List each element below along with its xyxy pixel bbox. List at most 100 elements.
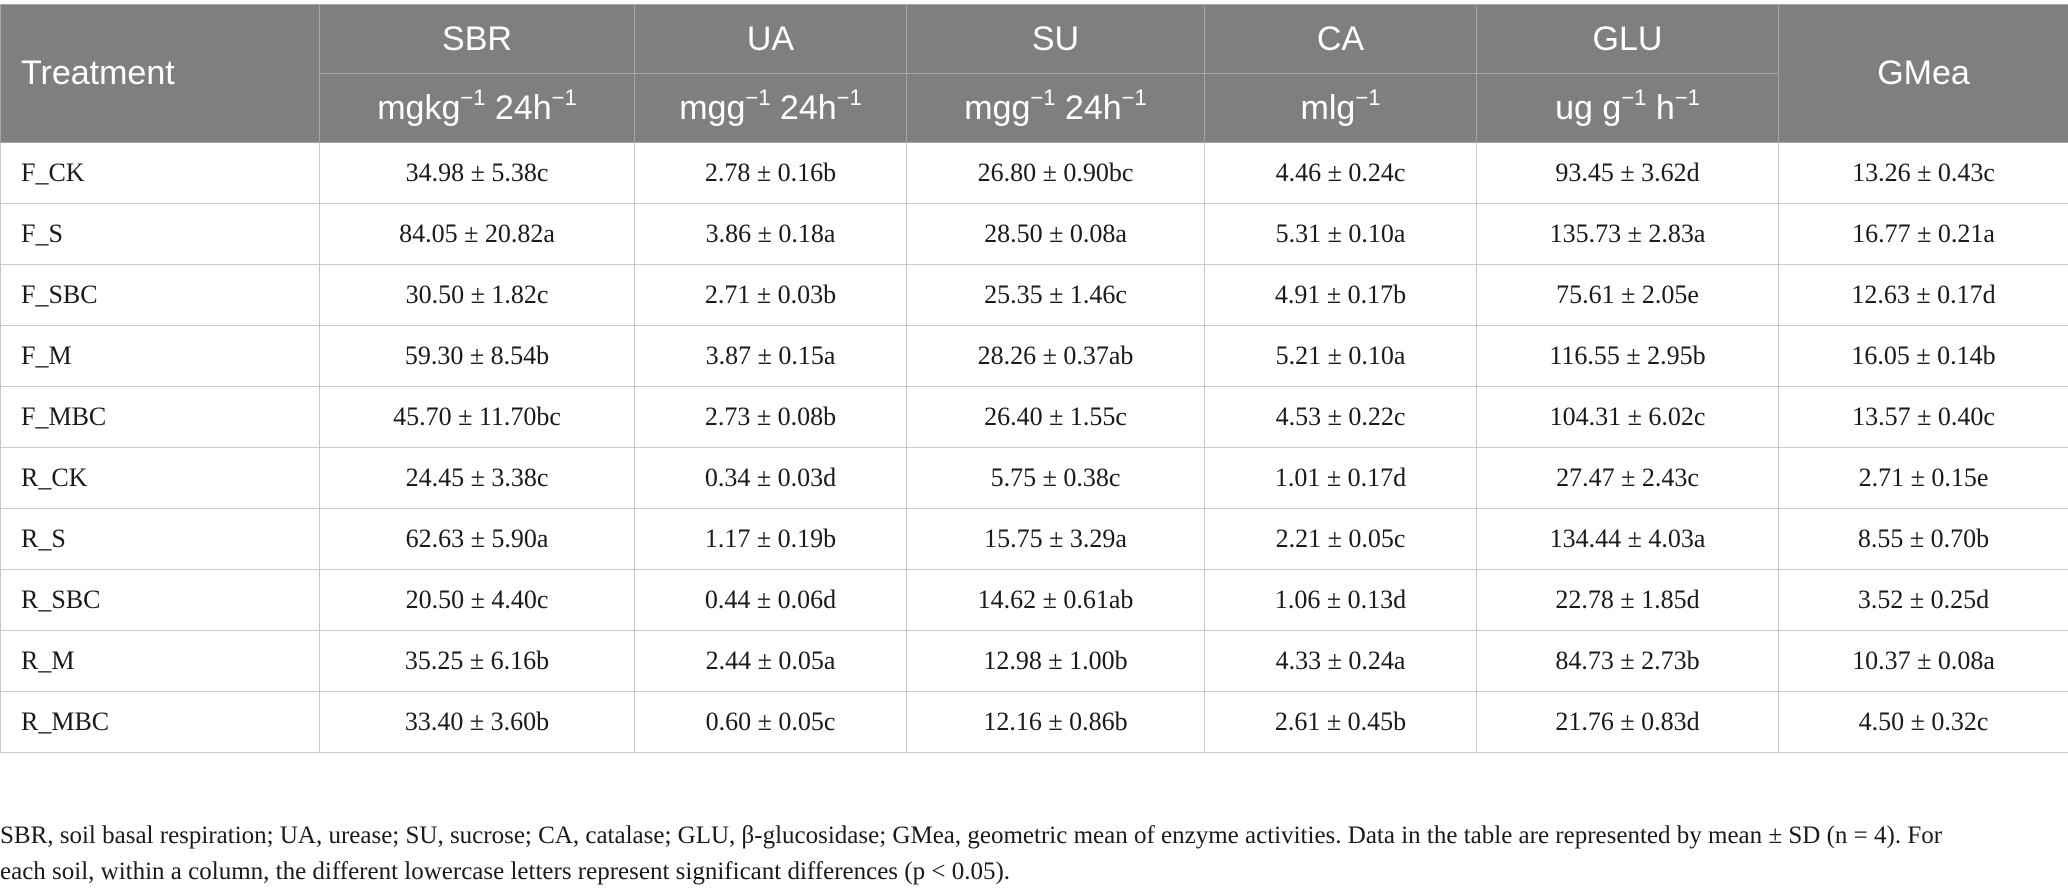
sbr-cell: 45.70 ± 11.70bc: [319, 386, 635, 448]
gmea-cell: 16.77 ± 0.21a: [1778, 203, 2068, 265]
header-ca: CA: [1204, 4, 1477, 74]
footnote-line-2: each soil, within a column, the differen…: [0, 858, 1011, 885]
ua-cell: 2.71 ± 0.03b: [634, 264, 907, 326]
header-row-names: Treatment SBR UA SU CA GLU GMea: [0, 4, 2068, 143]
su-cell: 5.75 ± 0.38c: [906, 447, 1205, 509]
ua-cell: 0.44 ± 0.06d: [634, 569, 907, 631]
table-row: R_SBC 20.50 ± 4.40c 0.44 ± 0.06d 14.62 ±…: [0, 569, 2068, 631]
treatment-cell: F_CK: [0, 142, 320, 204]
glu-cell: 21.76 ± 0.83d: [1476, 691, 1779, 753]
unit-su-mid: 24h: [1055, 88, 1122, 127]
unit-sbr-mid: 24h: [485, 88, 552, 127]
sbr-cell: 20.50 ± 4.40c: [319, 569, 635, 631]
ua-cell: 1.17 ± 0.19b: [634, 508, 907, 570]
unit-su: mgg−1 24h−1: [906, 73, 1205, 143]
unit-ca-sup1: −1: [1355, 84, 1381, 110]
unit-ua-sup1: −1: [745, 84, 771, 110]
data-table-container: Treatment SBR UA SU CA GLU GMea mgkg−1 2…: [0, 4, 2068, 753]
ca-cell: 4.46 ± 0.24c: [1204, 142, 1477, 204]
ca-cell: 4.33 ± 0.24a: [1204, 630, 1477, 692]
unit-ua-mid: 24h: [770, 88, 837, 127]
header-gmea: GMea: [1778, 4, 2068, 143]
treatment-cell: R_SBC: [0, 569, 320, 631]
unit-glu-base: ug g: [1555, 88, 1622, 127]
unit-ua-base: mgg: [679, 88, 746, 127]
sbr-cell: 33.40 ± 3.60b: [319, 691, 635, 753]
header-glu: GLU: [1476, 4, 1779, 74]
su-cell: 28.26 ± 0.37ab: [906, 325, 1205, 387]
unit-sbr-sup1: −1: [460, 84, 486, 110]
table-row: R_S 62.63 ± 5.90a 1.17 ± 0.19b 15.75 ± 3…: [0, 508, 2068, 570]
gmea-cell: 4.50 ± 0.32c: [1778, 691, 2068, 753]
ca-cell: 4.53 ± 0.22c: [1204, 386, 1477, 448]
unit-glu-mid: h: [1646, 88, 1675, 127]
glu-cell: 104.31 ± 6.02c: [1476, 386, 1779, 448]
table-row: F_S 84.05 ± 20.82a 3.86 ± 0.18a 28.50 ± …: [0, 203, 2068, 265]
ca-cell: 5.21 ± 0.10a: [1204, 325, 1477, 387]
unit-glu-sup1: −1: [1621, 84, 1647, 110]
gmea-cell: 13.57 ± 0.40c: [1778, 386, 2068, 448]
unit-sbr: mgkg−1 24h−1: [319, 73, 635, 143]
table-row: R_M 35.25 ± 6.16b 2.44 ± 0.05a 12.98 ± 1…: [0, 630, 2068, 692]
table-row: F_CK 34.98 ± 5.38c 2.78 ± 0.16b 26.80 ± …: [0, 142, 2068, 204]
unit-su-base: mgg: [964, 88, 1031, 127]
gmea-cell: 12.63 ± 0.17d: [1778, 264, 2068, 326]
treatment-cell: F_S: [0, 203, 320, 265]
glu-cell: 116.55 ± 2.95b: [1476, 325, 1779, 387]
ca-cell: 4.91 ± 0.17b: [1204, 264, 1477, 326]
table-body: F_CK 34.98 ± 5.38c 2.78 ± 0.16b 26.80 ± …: [0, 142, 2068, 753]
gmea-cell: 8.55 ± 0.70b: [1778, 508, 2068, 570]
table-row: F_MBC 45.70 ± 11.70bc 2.73 ± 0.08b 26.40…: [0, 386, 2068, 448]
table-row: F_SBC 30.50 ± 1.82c 2.71 ± 0.03b 25.35 ±…: [0, 264, 2068, 326]
su-cell: 26.80 ± 0.90bc: [906, 142, 1205, 204]
su-cell: 12.98 ± 1.00b: [906, 630, 1205, 692]
ca-cell: 2.61 ± 0.45b: [1204, 691, 1477, 753]
header-su: SU: [906, 4, 1205, 74]
glu-cell: 27.47 ± 2.43c: [1476, 447, 1779, 509]
glu-cell: 22.78 ± 1.85d: [1476, 569, 1779, 631]
ua-cell: 3.86 ± 0.18a: [634, 203, 907, 265]
gmea-cell: 16.05 ± 0.14b: [1778, 325, 2068, 387]
glu-cell: 134.44 ± 4.03a: [1476, 508, 1779, 570]
footnote-line-1: SBR, soil basal respiration; UA, urease;…: [0, 822, 1943, 849]
header-row-units: mgkg−1 24h−1 mgg−1 24h−1 mgg−1 24h−1 mlg…: [1, 73, 2068, 143]
sbr-cell: 30.50 ± 1.82c: [319, 264, 635, 326]
treatment-cell: F_MBC: [0, 386, 320, 448]
treatment-cell: R_MBC: [0, 691, 320, 753]
ua-cell: 0.60 ± 0.05c: [634, 691, 907, 753]
ua-cell: 3.87 ± 0.15a: [634, 325, 907, 387]
gmea-cell: 2.71 ± 0.15e: [1778, 447, 2068, 509]
ca-cell: 1.06 ± 0.13d: [1204, 569, 1477, 631]
unit-sbr-sup2: −1: [551, 84, 577, 110]
table-footnote: SBR, soil basal respiration; UA, urease;…: [0, 818, 2060, 890]
gmea-cell: 13.26 ± 0.43c: [1778, 142, 2068, 204]
glu-cell: 135.73 ± 2.83a: [1476, 203, 1779, 265]
unit-glu: ug g−1 h−1: [1476, 73, 1779, 143]
sbr-cell: 59.30 ± 8.54b: [319, 325, 635, 387]
header-ua: UA: [634, 4, 907, 74]
ua-cell: 0.34 ± 0.03d: [634, 447, 907, 509]
header-sbr: SBR: [319, 4, 635, 74]
treatment-cell: R_S: [0, 508, 320, 570]
sbr-cell: 24.45 ± 3.38c: [319, 447, 635, 509]
treatment-cell: F_SBC: [0, 264, 320, 326]
table-row: R_CK 24.45 ± 3.38c 0.34 ± 0.03d 5.75 ± 0…: [0, 447, 2068, 509]
table-header: Treatment SBR UA SU CA GLU GMea mgkg−1 2…: [0, 4, 2068, 143]
sbr-cell: 62.63 ± 5.90a: [319, 508, 635, 570]
su-cell: 26.40 ± 1.55c: [906, 386, 1205, 448]
treatment-cell: F_M: [0, 325, 320, 387]
su-cell: 12.16 ± 0.86b: [906, 691, 1205, 753]
su-cell: 25.35 ± 1.46c: [906, 264, 1205, 326]
sbr-cell: 84.05 ± 20.82a: [319, 203, 635, 265]
su-cell: 15.75 ± 3.29a: [906, 508, 1205, 570]
unit-su-sup2: −1: [1121, 84, 1147, 110]
gmea-cell: 3.52 ± 0.25d: [1778, 569, 2068, 631]
unit-ca-base: mlg: [1300, 88, 1356, 127]
su-cell: 28.50 ± 0.08a: [906, 203, 1205, 265]
unit-glu-sup2: −1: [1674, 84, 1700, 110]
glu-cell: 84.73 ± 2.73b: [1476, 630, 1779, 692]
glu-cell: 93.45 ± 3.62d: [1476, 142, 1779, 204]
ca-cell: 5.31 ± 0.10a: [1204, 203, 1477, 265]
sbr-cell: 34.98 ± 5.38c: [319, 142, 635, 204]
unit-sbr-base: mgkg: [377, 88, 461, 127]
